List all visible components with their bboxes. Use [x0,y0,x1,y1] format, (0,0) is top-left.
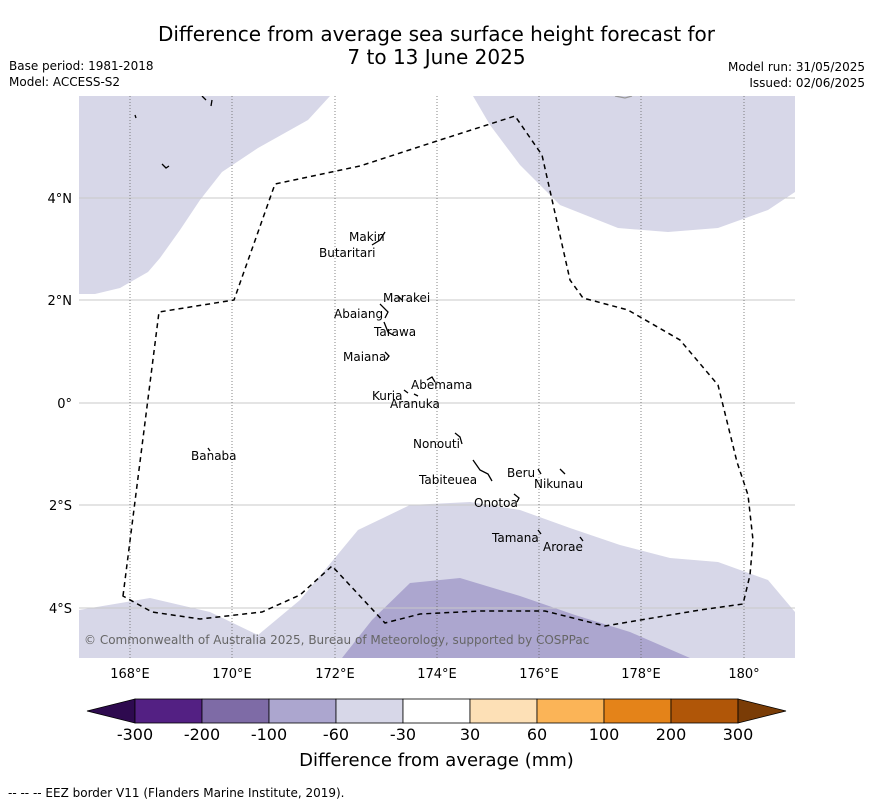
label-tamana: Tamana [491,531,539,545]
issued-date: Issued: 02/06/2025 [749,76,865,90]
longitude-labels: 168°E 170°E 172°E 174°E 176°E 178°E 180° [110,667,759,682]
lon-label-172e: 172°E [315,667,355,682]
colorbar-segment [603,698,672,724]
lat-label-4s: 4°S [49,602,72,617]
colorbar-tick-label: 200 [656,725,687,744]
base-period: Base period: 1981-2018 [9,59,154,73]
model-name: Model: ACCESS-S2 [9,75,121,89]
colorbar-segment [536,698,605,724]
colorbar-tick-label: -200 [184,725,220,744]
label-arorae: Arorae [543,540,583,554]
copyright-notice: © Commonwealth of Australia 2025, Bureau… [84,633,589,647]
label-nonouti: Nonouti [413,437,460,451]
label-makin: Makin [349,230,385,244]
colorbar-tick-label: 300 [723,725,754,744]
colorbar-segment [469,698,538,724]
colorbar-tick-label: -300 [117,725,153,744]
label-tarawa: Tarawa [373,325,416,339]
label-tabiteuea: Tabiteuea [418,473,477,487]
colorbar-segment [335,698,404,724]
island-outlines [134,96,633,542]
colorbar: -300 -200 -100 -60 -30 30 60 100 200 300 [86,698,787,744]
label-beru: Beru [507,466,535,480]
page-title: Difference from average sea surface heig… [157,22,716,46]
label-butaritari: Butaritari [319,246,376,260]
lon-label-176e: 176°E [519,667,559,682]
anomaly-region-nw [79,96,330,294]
label-nikunau: Nikunau [534,477,583,491]
longitude-gridlines [129,96,745,658]
colorbar-tick-label: -30 [390,725,416,744]
label-banaba: Banaba [191,449,237,463]
lon-label-178e: 178°E [621,667,661,682]
lon-label-168e: 168°E [110,667,150,682]
label-abaiang: Abaiang [334,307,383,321]
colorbar-segment [268,698,337,724]
colorbar-tick-label: 100 [589,725,620,744]
colorbar-segment [670,698,739,724]
label-abemama: Abemama [411,378,472,392]
colorbar-tick-label: 60 [527,725,547,744]
label-aranuka: Aranuka [390,397,440,411]
colorbar-segment [402,698,471,724]
colorbar-tick-label: 30 [460,725,480,744]
lon-label-180: 180° [728,667,759,682]
lat-label-4n: 4°N [48,192,73,207]
island-labels: Makin Butaritari Marakei Abaiang Tarawa … [191,230,583,554]
map-area: Makin Butaritari Marakei Abaiang Tarawa … [79,96,795,658]
lat-label-0: 0° [57,397,72,412]
lat-label-2s: 2°S [49,499,72,514]
page-subtitle: 7 to 13 June 2025 [347,45,526,69]
footnote-eez: -- -- -- EEZ border V11 (Flanders Marine… [8,786,345,800]
lon-label-170e: 170°E [212,667,252,682]
colorbar-arrow-high [737,698,787,724]
colorbar-tick-label: -100 [251,725,287,744]
latitude-labels: 4°N 2°N 0° 2°S 4°S [48,192,73,617]
model-run: Model run: 31/05/2025 [727,60,865,74]
eez-border [122,115,754,627]
label-maiana: Maiana [343,350,386,364]
anomaly-region-south-strong [342,578,690,658]
colorbar-arrow-low [86,698,136,724]
label-kuria: Kuria [372,389,403,403]
label-onotoa: Onotoa [474,496,518,510]
lon-label-174e: 174°E [417,667,457,682]
colorbar-segment [201,698,270,724]
colorbar-segment [134,698,203,724]
lat-label-2n: 2°N [48,294,73,309]
colorbar-title: Difference from average (mm) [299,750,574,771]
colorbar-tick-label: -60 [323,725,349,744]
label-marakei: Marakei [383,291,430,305]
